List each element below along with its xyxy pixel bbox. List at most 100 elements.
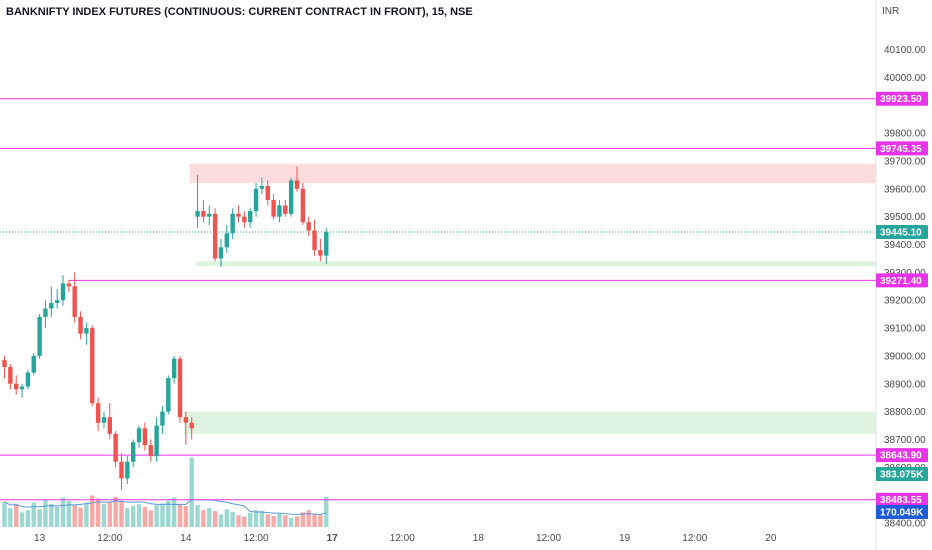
volume-bar <box>230 511 235 527</box>
candle <box>224 225 229 253</box>
volume-bar <box>166 500 171 527</box>
candle <box>177 355 183 423</box>
candle <box>131 439 136 468</box>
candle <box>84 322 89 345</box>
volume-bar <box>54 506 60 527</box>
price-tick-label: 40100.00 <box>884 45 926 56</box>
candle <box>54 289 60 309</box>
candle <box>43 300 48 329</box>
price-tick-label: 38400.00 <box>884 519 926 530</box>
price-tick-label: 39600.00 <box>884 184 926 195</box>
candle <box>95 397 101 432</box>
price-tick-label: 39500.00 <box>884 212 926 223</box>
price-tag: 39271.40 <box>876 273 928 288</box>
candle <box>183 411 189 446</box>
price-tick-label: 39000.00 <box>884 351 926 362</box>
volume-bar <box>37 509 42 527</box>
volume-bar <box>171 497 177 527</box>
candle <box>253 183 259 217</box>
volume-ma-layer <box>4 499 327 515</box>
candle <box>318 238 323 262</box>
candle <box>218 238 224 267</box>
volume-bar <box>195 505 200 527</box>
candle <box>8 364 13 390</box>
candle <box>107 403 112 440</box>
time-tick-label: 17 <box>327 533 339 544</box>
volume-bar <box>49 503 54 527</box>
volume-bar <box>259 511 265 527</box>
volume-bar <box>8 508 13 527</box>
volume-bar <box>113 496 118 527</box>
time-tick-label: 12:00 <box>536 533 561 544</box>
candle <box>242 211 247 228</box>
time-tick-label: 12:00 <box>390 533 415 544</box>
price-tag: 38483.55 <box>876 492 928 507</box>
volume-bar <box>31 502 36 527</box>
volume-bar <box>318 515 323 527</box>
candle <box>312 219 317 256</box>
candle <box>259 177 265 195</box>
candle <box>195 174 200 228</box>
volume-bar <box>312 513 317 527</box>
candle <box>189 417 194 440</box>
candle <box>294 166 300 192</box>
time-tick-label: 12:00 <box>97 533 122 544</box>
volume-bar <box>294 516 300 527</box>
volume-bar <box>277 513 282 527</box>
candle <box>171 355 177 384</box>
price-tick-label: 39400.00 <box>884 240 926 251</box>
candle <box>101 411 107 429</box>
candle <box>265 180 270 206</box>
time-tick-label: 14 <box>180 533 192 544</box>
zone-1 <box>195 261 877 267</box>
candle <box>230 208 235 239</box>
volume-bar <box>90 495 95 527</box>
candle <box>277 199 282 223</box>
candle <box>125 456 130 485</box>
price-tick-label: 39100.00 <box>884 324 926 335</box>
zones-layer <box>183 163 877 434</box>
volume-bar <box>25 510 31 527</box>
volume-bar <box>253 510 259 527</box>
zone-0 <box>189 163 876 184</box>
volume-bar <box>119 500 124 527</box>
svg-text:39745.35: 39745.35 <box>880 144 922 155</box>
svg-text:38483.55: 38483.55 <box>880 495 922 506</box>
volume-bar <box>218 514 224 527</box>
price-tick-label: 39800.00 <box>884 129 926 140</box>
volume-bar <box>160 503 165 527</box>
candle <box>300 183 306 226</box>
time-tick-label: 12:00 <box>682 533 707 544</box>
time-tick-label: 19 <box>619 533 631 544</box>
price-tick-label: 39200.00 <box>884 296 926 307</box>
candle <box>236 205 241 223</box>
svg-text:383.075K: 383.075K <box>880 470 924 481</box>
candle <box>14 375 19 395</box>
candle <box>49 286 54 317</box>
volume-bar <box>283 515 288 527</box>
volume-bar <box>101 503 107 527</box>
price-tick-label: 38700.00 <box>884 435 926 446</box>
svg-text:38643.90: 38643.90 <box>880 451 922 462</box>
price-tag: 39923.50 <box>876 91 928 106</box>
zone-2 <box>183 411 877 434</box>
candle <box>19 383 25 398</box>
price-tag: 39445.10 <box>876 224 928 239</box>
volume-layer <box>2 457 329 527</box>
candle <box>283 199 288 217</box>
candles-layer <box>2 166 329 490</box>
time-axis: 13 12:00 14 12:00 17 12:00 18 12:00 19 12:00 20 <box>34 533 777 544</box>
volume-bar <box>125 508 130 527</box>
volume-bar <box>306 510 311 527</box>
price-tags-layer: 39923.50 39745.35 39445.10 39271.40 38643.90… <box>876 91 928 519</box>
candle <box>148 439 153 462</box>
candle <box>66 280 72 292</box>
candle <box>212 208 218 262</box>
volume-bar <box>207 508 212 527</box>
volume-bar <box>154 505 159 527</box>
volume-bar <box>43 499 48 527</box>
volume-bar <box>248 512 253 527</box>
candle <box>72 272 77 323</box>
volume-bar <box>60 497 66 527</box>
